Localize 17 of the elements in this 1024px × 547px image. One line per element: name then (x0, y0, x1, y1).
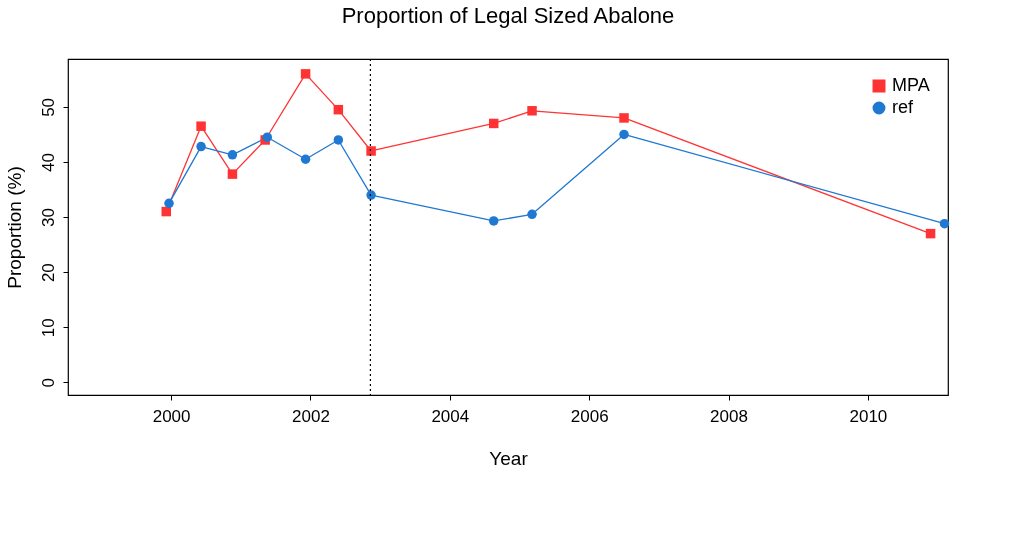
y-tick-label: 50 (38, 97, 58, 117)
y-tick-label: 20 (38, 263, 58, 283)
y-axis-title: Proportion (%) (3, 166, 25, 289)
x-tick-label: 2000 (152, 406, 191, 426)
chart-title: Proportion of Legal Sized Abalone (341, 3, 675, 29)
x-tick-label: 2004 (431, 406, 470, 426)
y-tick-label: 10 (38, 318, 58, 338)
x-tick-label: 2010 (849, 406, 888, 426)
y-tick-label: 0 (38, 378, 58, 388)
legend-label: ref (892, 97, 914, 117)
x-axis-title: Year (489, 447, 529, 469)
x-tick-label: 2006 (570, 406, 609, 426)
legend-label: MPA (892, 75, 930, 95)
x-tick-label: 2002 (292, 406, 330, 426)
y-tick-label: 40 (38, 153, 58, 172)
x-tick-label: 2008 (710, 406, 748, 426)
y-tick-label: 30 (38, 208, 58, 228)
